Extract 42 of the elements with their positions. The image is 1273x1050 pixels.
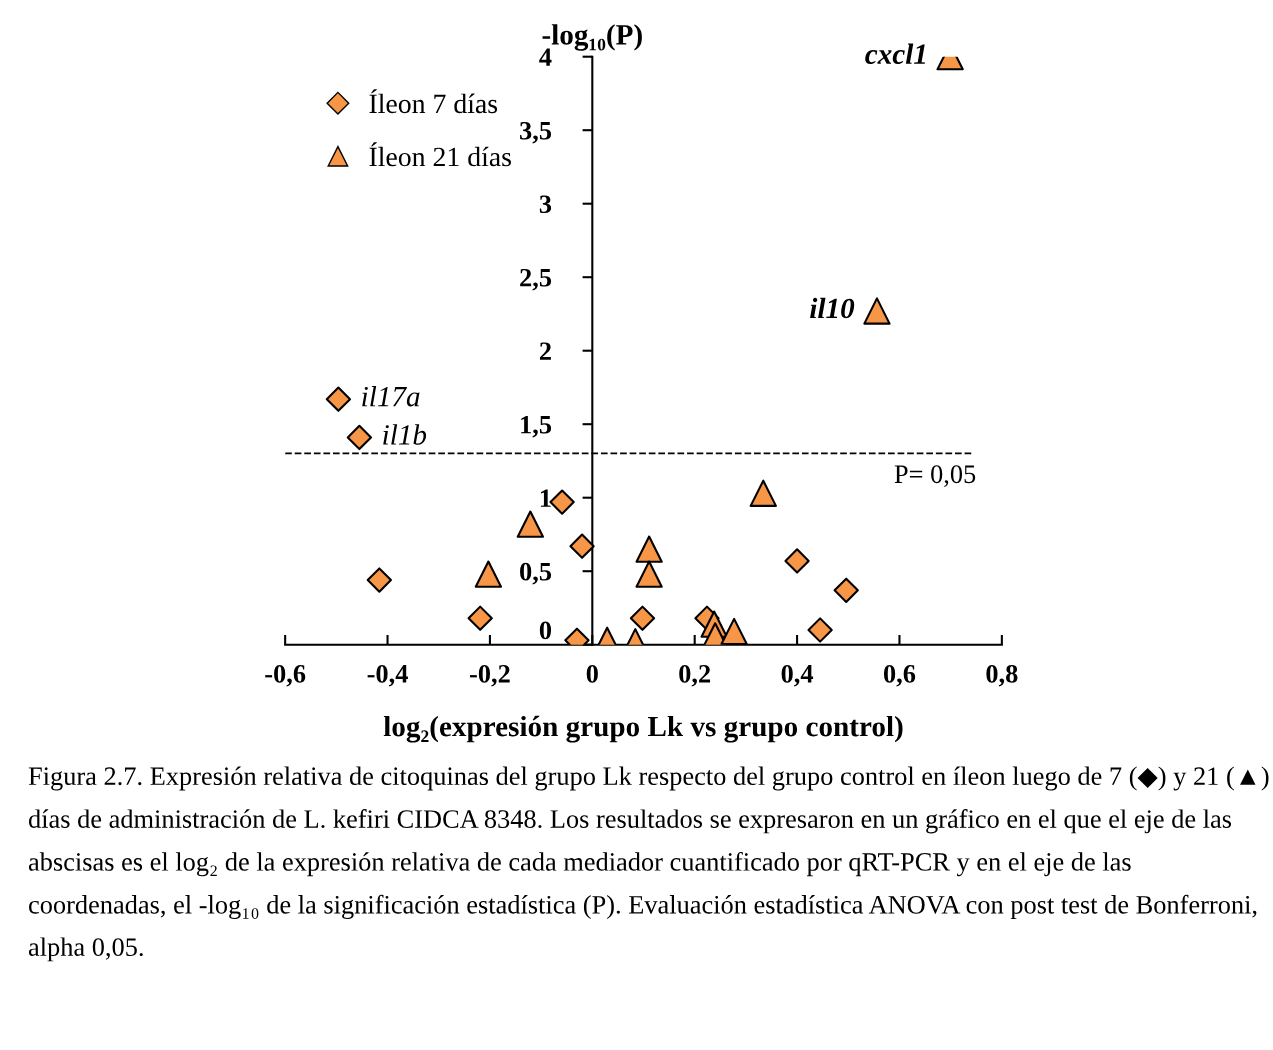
y-tick-label: 3,5	[520, 121, 552, 144]
legend-label: Íleon 21 días	[369, 142, 511, 167]
point	[549, 489, 575, 515]
text: Figura 2.7. Expresión relativa de citoquinas del grupo Lk respecto del grupo control en íleon luego de 7 (◆) y 21 (▲) días de administración de L. kefiri CIDCA 8348. Los resultados se expresaron en un gráfico en el que el eje de las abscisas es el log₂ de la expresión relativa de cada mediador cuantificado por qRT-PCR y en el eje de las coordenadas, el -log₁₀ de la significación estadística (P). Evaluación estadística ANOVA con post test de Bonferroni, alpha 0,05.	[28, 766, 1269, 962]
y-tick-label: 0	[539, 621, 552, 640]
y-tick-label: 3	[539, 195, 552, 214]
annotation: cxcl1	[865, 43, 925, 64]
y-tick-label: 2,5	[520, 268, 552, 291]
point	[749, 479, 777, 507]
point	[516, 510, 545, 538]
point	[635, 535, 663, 563]
point	[629, 605, 656, 631]
point	[807, 617, 833, 643]
x-tick-label: -0,6	[265, 664, 306, 687]
x-tick-label: 0,6	[883, 664, 916, 687]
x-axis-title: log₂(expresión grupo Lk vs grupo control)	[383, 715, 903, 743]
x-tick-label: 0,4	[781, 664, 814, 687]
point	[635, 560, 663, 588]
point	[467, 605, 493, 631]
point	[569, 533, 595, 559]
point	[346, 424, 373, 451]
annotation: il1b	[383, 424, 427, 445]
point	[863, 297, 891, 325]
annotation: P= 0,05	[894, 465, 976, 487]
annotation: il10	[810, 297, 855, 319]
point	[833, 577, 859, 603]
point	[784, 548, 810, 574]
x-tick-label: 0	[586, 664, 598, 683]
point	[325, 386, 352, 412]
y-tick-label: 0,5	[520, 562, 552, 585]
x-tick-label: -0,2	[470, 664, 510, 687]
y-tick-label: 1,5	[521, 415, 552, 438]
point	[474, 560, 503, 588]
point	[720, 617, 748, 645]
x-tick-label: 0,2	[679, 664, 711, 687]
y-tick-label: 2	[539, 342, 551, 360]
point	[366, 567, 393, 593]
y-tick-label: 1	[540, 489, 551, 507]
annotation: il17a	[362, 385, 420, 407]
x-tick-label: 0,8	[986, 664, 1018, 687]
legend-label: Íleon 7 días	[369, 89, 498, 114]
x-tick-label: -0,4	[367, 664, 408, 687]
